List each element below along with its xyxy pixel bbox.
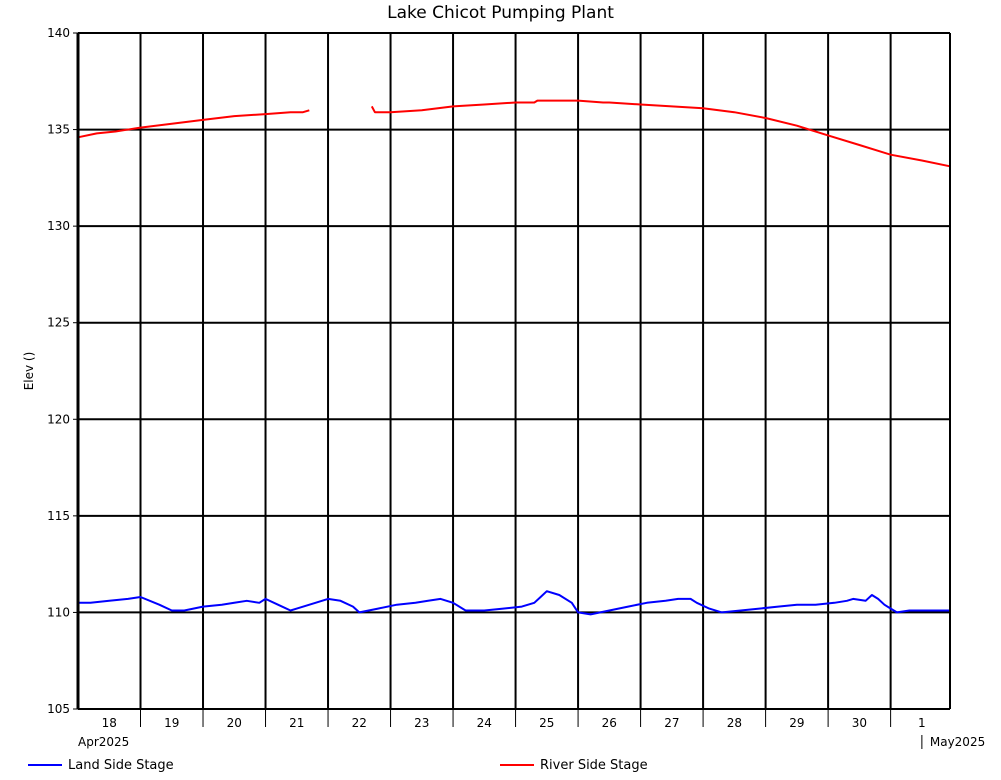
- y-tick-label: 110: [47, 605, 70, 619]
- y-tick-label: 140: [47, 26, 70, 40]
- axes: [73, 32, 951, 749]
- chart-title: Lake Chicot Pumping Plant: [387, 3, 614, 23]
- month-label: May2025: [930, 735, 985, 749]
- y-tick-label: 120: [47, 412, 70, 426]
- x-tick-label: 30: [852, 716, 867, 730]
- x-tick-label: 21: [289, 716, 304, 730]
- y-tick-label: 130: [47, 219, 70, 233]
- x-tick-label: 1: [918, 716, 926, 730]
- x-tick-label: 22: [352, 716, 367, 730]
- y-tick-label: 105: [47, 702, 70, 716]
- series-line-river-side-stage: [370, 99, 951, 168]
- x-tick-label: 27: [664, 716, 679, 730]
- month-label: Apr2025: [78, 735, 129, 749]
- y-tick-label: 115: [47, 509, 70, 523]
- y-tick-label: 135: [47, 123, 70, 137]
- legend-swatch-blue: [28, 764, 62, 766]
- x-tick-label: 20: [227, 716, 242, 730]
- legend-item-river-side-stage: River Side Stage: [500, 756, 648, 774]
- x-tick-label: 24: [477, 716, 492, 730]
- legend-item-land-side-stage: Land Side Stage: [28, 756, 174, 774]
- x-tick-label: 18: [102, 716, 117, 730]
- x-tick-label: 23: [414, 716, 429, 730]
- x-tick-label: 25: [539, 716, 554, 730]
- y-tick-label: 125: [47, 316, 70, 330]
- x-tick-label: 26: [602, 716, 617, 730]
- x-tick-label: 19: [164, 716, 179, 730]
- series-line-river-side-stage: [77, 109, 310, 139]
- series-lines: [77, 99, 951, 616]
- x-tick-label: 29: [789, 716, 804, 730]
- series-line-land-side-stage: [78, 590, 950, 616]
- legend-swatch-red: [500, 764, 534, 766]
- y-axis-label: Elev (): [22, 352, 36, 391]
- legend-label-river-side-stage: River Side Stage: [540, 757, 648, 773]
- legend-label-land-side-stage: Land Side Stage: [68, 757, 174, 773]
- x-tick-label: 28: [727, 716, 742, 730]
- grid-lines: [78, 32, 950, 710]
